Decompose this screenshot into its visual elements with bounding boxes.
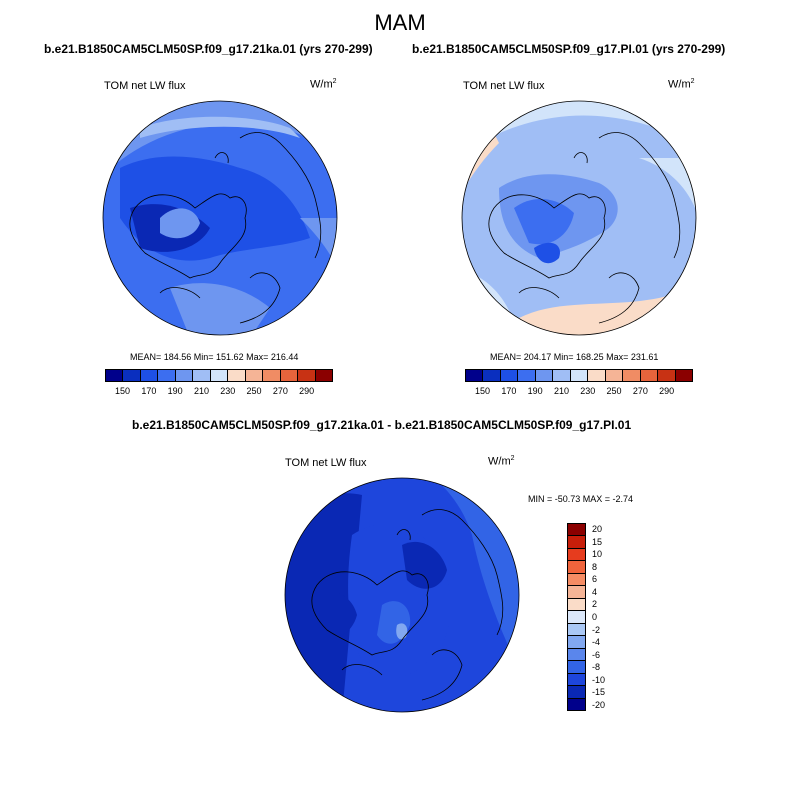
colorbar-swatch: [466, 370, 484, 381]
colorbar-swatch: [245, 370, 264, 381]
colorbar-tick-label: 6: [592, 574, 598, 585]
colorbar-tick-label: 150: [115, 386, 131, 396]
colorbar-tick-label: 8: [592, 561, 598, 572]
colorbar-tick-label: -8: [592, 662, 601, 673]
colorbar-swatch: [228, 370, 246, 381]
colorbar-tick-label: 230: [580, 386, 596, 396]
colorbar-swatch: [500, 370, 519, 381]
colorbar-swatch: [568, 636, 585, 649]
colorbar-tick-label: 170: [501, 386, 517, 396]
colorbar-tick-label: 290: [659, 386, 675, 396]
colorbar-swatch: [568, 623, 585, 637]
colorbar-tick-label: 210: [553, 386, 569, 396]
colorbar-swatch: [158, 370, 176, 381]
colorbar-tick-label: -2: [592, 624, 601, 635]
right-panel-stats: MEAN= 204.17 Min= 168.25 Max= 231.61: [490, 352, 659, 362]
colorbar-swatch: [568, 611, 585, 624]
diff-colorbar-ticks: 20 15 10 8 6 4 2 0 -2 -4 -6 -8 -10 -15 -20: [592, 523, 622, 711]
colorbar-tick-label: -6: [592, 649, 601, 660]
colorbar-tick-label: -10: [592, 674, 606, 685]
season-title: MAM: [374, 10, 426, 35]
colorbar-swatch: [568, 598, 585, 612]
right-panel-case-title: b.e21.B1850CAM5CLM50SP.f09_g17.PI.01 (yr…: [412, 42, 726, 56]
colorbar-swatch: [553, 370, 571, 381]
colorbar-swatch: [640, 370, 659, 381]
colorbar-swatch: [483, 370, 501, 381]
colorbar-swatch: [280, 370, 299, 381]
diff-panel-units: W/m2: [488, 455, 515, 468]
colorbar-swatch: [568, 548, 585, 562]
colorbar-tick-label: 190: [527, 386, 543, 396]
diff-panel-variable: TOM net LW flux: [285, 457, 367, 469]
colorbar-swatch: [210, 370, 229, 381]
colorbar-swatch: [175, 370, 194, 381]
colorbar-tick-label: 10: [592, 549, 603, 560]
colorbar-swatch: [568, 648, 585, 662]
left-polar-map: [102, 100, 338, 336]
colorbar-tick-label: 170: [141, 386, 157, 396]
colorbar-swatch: [140, 370, 159, 381]
left-panel-stats: MEAN= 184.56 Min= 151.62 Max= 216.44: [130, 352, 299, 362]
diff-panel-case-title: b.e21.B1850CAM5CLM50SP.f09_g17.21ka.01 -…: [132, 418, 632, 432]
colorbar-swatch: [605, 370, 624, 381]
right-panel-variable: TOM net LW flux: [463, 80, 545, 92]
colorbar-tick-label: 150: [475, 386, 491, 396]
colorbar-tick-label: 210: [193, 386, 209, 396]
diff-panel-stats: MIN = -50.73 MAX = -2.74: [528, 494, 634, 504]
colorbar-tick-label: 0: [592, 612, 598, 622]
colorbar-tick-label: 250: [606, 386, 622, 396]
colorbar-swatch: [106, 370, 124, 381]
colorbar-tick-label: 4: [592, 586, 598, 597]
colorbar-tick-label: 20: [592, 524, 603, 535]
colorbar-swatch: [658, 370, 676, 381]
colorbar-tick-label: 15: [592, 536, 603, 547]
colorbar-swatch: [568, 573, 585, 587]
colorbar-swatch: [535, 370, 554, 381]
colorbar-swatch: [298, 370, 316, 381]
right-colorbar-ticks: 150 170 190 210 230 250 270 290: [465, 386, 693, 398]
diff-polar-map: [284, 477, 520, 713]
colorbar-swatch: [263, 370, 281, 381]
colorbar-swatch: [568, 524, 585, 537]
right-polar-map: [461, 100, 697, 336]
right-panel-units: W/m2: [668, 78, 695, 91]
colorbar-tick-label: 270: [272, 386, 288, 396]
colorbar-tick-label: 230: [220, 386, 236, 396]
colorbar-swatch: [570, 370, 589, 381]
left-panel-variable: TOM net LW flux: [104, 80, 186, 92]
colorbar-swatch: [315, 370, 333, 381]
colorbar-swatch: [568, 536, 585, 549]
colorbar-swatch: [123, 370, 141, 381]
colorbar-swatch: [568, 673, 585, 687]
colorbar-tick-label: 270: [632, 386, 648, 396]
colorbar-tick-label: -15: [592, 687, 606, 698]
colorbar-swatch: [568, 686, 585, 699]
diff-colorbar: [567, 523, 586, 711]
colorbar-swatch: [568, 586, 585, 599]
colorbar-swatch: [675, 370, 693, 381]
left-colorbar-ticks: 150 170 190 210 230 250 270 290: [105, 386, 333, 398]
colorbar-swatch: [568, 561, 585, 574]
colorbar-tick-label: 2: [592, 599, 598, 610]
colorbar-swatch: [623, 370, 641, 381]
colorbar-swatch: [193, 370, 211, 381]
left-panel-case-title: b.e21.B1850CAM5CLM50SP.f09_g17.21ka.01 (…: [44, 42, 373, 56]
colorbar-tick-label: 190: [167, 386, 183, 396]
colorbar-swatch: [518, 370, 536, 381]
colorbar-tick-label: 290: [299, 386, 315, 396]
colorbar-tick-label: 250: [246, 386, 262, 396]
colorbar-tick-label: -20: [592, 699, 606, 710]
left-panel-units: W/m2: [310, 78, 337, 91]
colorbar-tick-label: -4: [592, 637, 601, 648]
left-colorbar: [105, 369, 333, 382]
colorbar-swatch: [588, 370, 606, 381]
right-colorbar: [465, 369, 693, 382]
colorbar-swatch: [568, 698, 585, 711]
colorbar-swatch: [568, 661, 585, 674]
